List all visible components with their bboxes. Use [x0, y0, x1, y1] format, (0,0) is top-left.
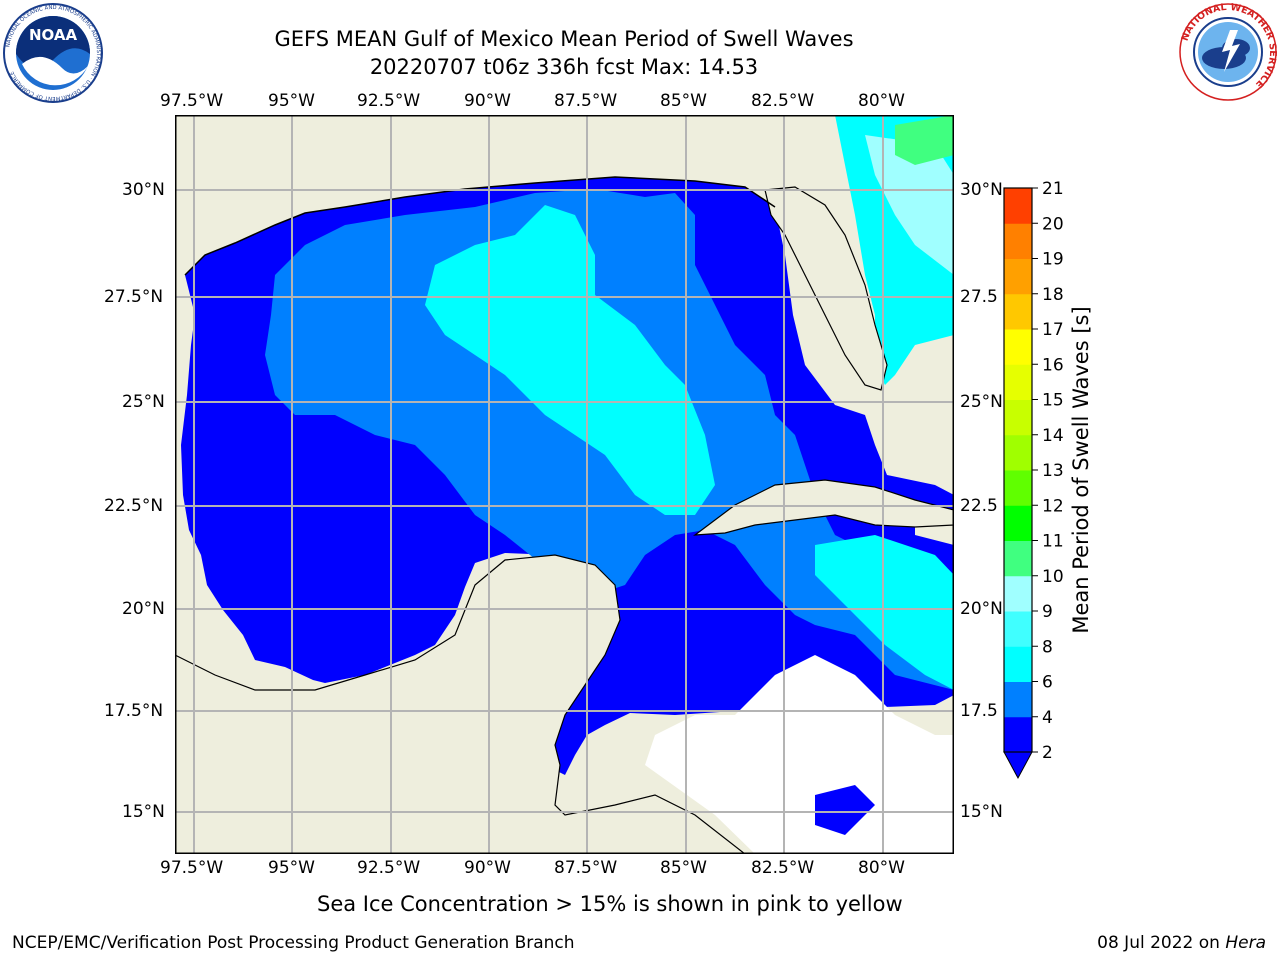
lon-tick-bottom-2: 92.5°W — [357, 858, 421, 878]
lon-tick-bottom-0: 97.5°W — [160, 858, 224, 878]
swell-band-6-8-east — [815, 535, 954, 690]
coast-north — [184, 176, 776, 276]
colorbar-tick-label-8: 13 — [1042, 461, 1064, 481]
colorbar-tick-label-6: 11 — [1042, 532, 1064, 552]
lat-tick-right-5: 17.5 — [960, 701, 998, 721]
lon-tick-bottom-4: 87.5°W — [554, 858, 618, 878]
colorbar-tick-label-3: 8 — [1042, 637, 1053, 657]
noaa-logo: NOAA NATIONAL OCEANIC AND ATMOSPHERIC AD… — [3, 3, 103, 103]
swell-band-9-10 — [895, 115, 954, 165]
noaa-logo-text: NOAA — [29, 26, 78, 44]
lat-tick-left-0: 30°N — [122, 180, 165, 200]
colorbar-tick-label-10: 15 — [1042, 391, 1064, 411]
colorbar-swatch-14 — [1004, 223, 1032, 259]
footer-host: Hera — [1225, 933, 1266, 953]
colorbar-swatch-1 — [1004, 681, 1032, 718]
title-line-2: 20220707 t06z 336h fcst Max: 14.53 — [369, 55, 759, 79]
nws-logo: NATIONAL WEATHER SERVICE — [1179, 2, 1278, 101]
colorbar-swatch-4 — [1004, 575, 1032, 612]
colorbar-swatch-3 — [1004, 611, 1032, 647]
lon-tick-bottom-3: 90°W — [464, 858, 511, 878]
title-line-1: GEFS MEAN Gulf of Mexico Mean Period of … — [274, 27, 854, 51]
colorbar-swatch-0 — [1004, 716, 1032, 753]
lon-tick-top-4: 87.5°W — [554, 91, 618, 111]
map-frame — [175, 115, 954, 854]
colorbar-tick-label-2: 6 — [1042, 673, 1053, 693]
lat-tick-left-3: 22.5°N — [104, 496, 164, 516]
colorbar-label: Mean Period of Swell Waves [s] — [1069, 306, 1093, 634]
colorbar-swatch-15 — [1004, 188, 1032, 224]
colorbar-tick-label-16: 21 — [1042, 179, 1064, 199]
lon-tick-bottom-6: 82.5°W — [751, 858, 815, 878]
colorbar-swatch-11 — [1004, 329, 1032, 365]
lat-tick-left-2: 25°N — [122, 392, 165, 412]
lon-tick-top-6: 82.5°W — [751, 91, 815, 111]
colorbar-tick-label-7: 12 — [1042, 496, 1064, 516]
land-florida — [764, 186, 888, 391]
map-panel — [175, 115, 954, 854]
colorbar-tick-label-9: 14 — [1042, 426, 1064, 446]
colorbar-swatch-7 — [1004, 470, 1032, 506]
colorbar-swatch-5 — [1004, 540, 1032, 577]
colorbar-swatch-2 — [1004, 646, 1032, 682]
colorbar-tick-label-4: 9 — [1042, 602, 1053, 622]
footer-date-host: 08 Jul 2022 on Hera — [1097, 933, 1266, 953]
colorbar-swatch-10 — [1004, 364, 1032, 400]
land-mexico — [175, 554, 746, 854]
footer-date: 08 Jul 2022 on — [1097, 933, 1226, 953]
colorbar-tick-label-5: 10 — [1042, 567, 1064, 587]
colorbar-swatch-6 — [1004, 505, 1032, 541]
colorbar-tick-label-1: 4 — [1042, 708, 1053, 728]
lon-tick-top-5: 85°W — [660, 91, 707, 111]
lon-tick-top-3: 90°W — [464, 91, 511, 111]
colorbar-tick-label-15: 20 — [1042, 214, 1064, 234]
colorbar-tick-label-12: 17 — [1042, 320, 1064, 340]
lon-tick-bottom-7: 80°W — [858, 858, 905, 878]
colorbar-tick-label-0: 2 — [1042, 743, 1053, 763]
caribbean-gap — [645, 655, 954, 854]
lat-tick-right-0: 30°N — [960, 180, 1003, 200]
caribbean-water-patch — [815, 785, 875, 835]
colorbar-tick-label-13: 18 — [1042, 285, 1064, 305]
lon-tick-bottom-5: 85°W — [660, 858, 707, 878]
colorbar-tick-label-11: 16 — [1042, 355, 1064, 375]
lon-tick-top-2: 92.5°W — [357, 91, 421, 111]
footer-branch: NCEP/EMC/Verification Post Processing Pr… — [12, 933, 575, 953]
lon-tick-bottom-1: 95°W — [268, 858, 315, 878]
lat-tick-right-6: 15°N — [960, 802, 1003, 822]
swell-band-6-8 — [425, 205, 715, 515]
sea-ice-note: Sea Ice Concentration > 15% is shown in … — [317, 892, 903, 916]
colorbar: 2 4 6 8 9 10 11 12 13 14 15 16 17 18 19 20 21 — [1003, 179, 1064, 780]
lat-tick-left-5: 17.5°N — [104, 701, 164, 721]
lon-tick-top-1: 95°W — [268, 91, 315, 111]
lon-tick-top-7: 80°W — [858, 91, 905, 111]
colorbar-tick-label-14: 19 — [1042, 250, 1064, 270]
lat-tick-left-4: 20°N — [122, 599, 165, 619]
colorbar-swatch-13 — [1004, 258, 1032, 295]
lat-tick-right-1: 27.5 — [960, 287, 998, 307]
lat-tick-right-3: 22.5 — [960, 496, 998, 516]
lon-tick-top-0: 97.5°W — [160, 91, 224, 111]
lat-tick-right-2: 25°N — [960, 392, 1003, 412]
lat-tick-right-4: 20°N — [960, 599, 1003, 619]
colorbar-swatch-8 — [1004, 434, 1032, 471]
land-cuba — [693, 479, 954, 536]
lat-tick-left-1: 27.5°N — [104, 287, 164, 307]
lat-tick-left-6: 15°N — [122, 802, 165, 822]
colorbar-swatch-12 — [1004, 293, 1032, 330]
colorbar-swatch-9 — [1004, 399, 1032, 436]
graticule — [175, 115, 954, 854]
colorbar-extend-triangle — [1003, 751, 1033, 780]
swell-band-8-9 — [865, 135, 954, 275]
